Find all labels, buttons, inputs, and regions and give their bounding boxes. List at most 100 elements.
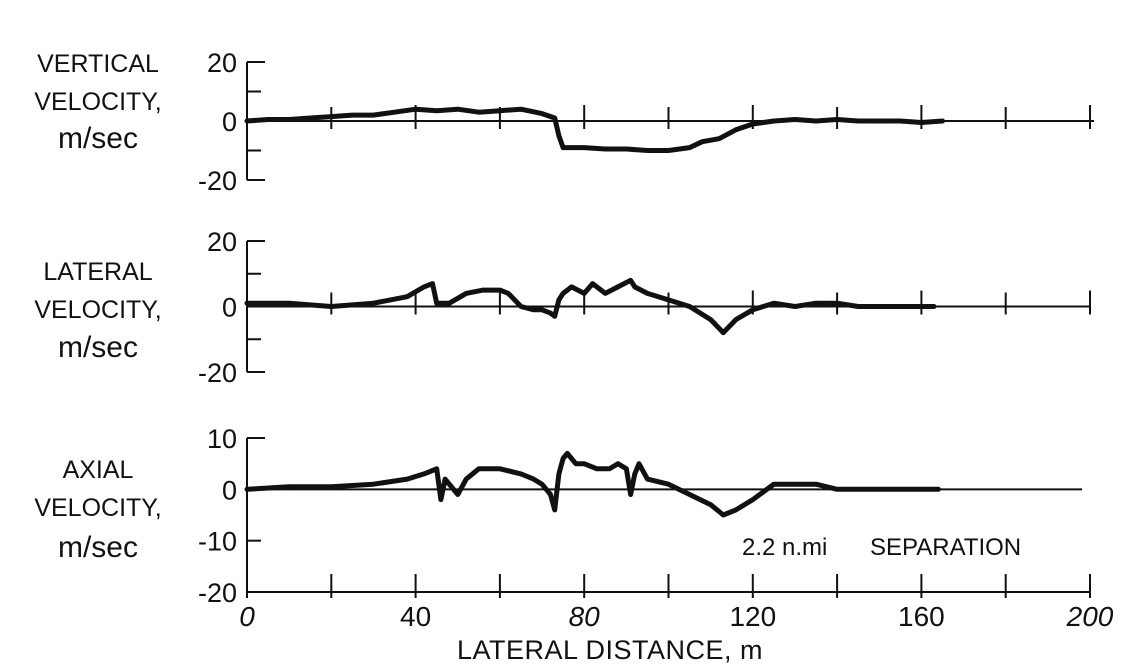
data-point xyxy=(477,467,481,471)
data-point xyxy=(435,109,439,113)
data-point xyxy=(919,121,923,124)
data-point xyxy=(308,116,312,120)
data-point xyxy=(540,482,544,486)
data-point xyxy=(245,301,249,305)
data-point xyxy=(405,477,409,481)
data-point xyxy=(439,498,443,502)
data-point xyxy=(688,493,692,496)
y-axis-label: AXIAL xyxy=(63,456,134,484)
data-point xyxy=(561,146,565,150)
separation-value: 2.2 n.mi xyxy=(742,534,827,561)
data-point xyxy=(877,305,881,308)
data-point xyxy=(549,311,552,315)
data-point xyxy=(629,493,633,496)
data-point xyxy=(414,107,418,111)
y-tick-label: 0 xyxy=(222,475,237,505)
data-point xyxy=(751,308,755,312)
data-point xyxy=(633,285,637,289)
data-point xyxy=(464,291,468,295)
data-point xyxy=(898,305,902,308)
data-point xyxy=(287,485,291,489)
data-point xyxy=(936,487,940,491)
data-point xyxy=(431,282,434,286)
data-point xyxy=(751,498,755,502)
data-point xyxy=(835,118,839,121)
data-point xyxy=(570,285,574,289)
data-point xyxy=(565,451,569,455)
data-point xyxy=(422,285,426,289)
data-point xyxy=(667,482,670,486)
data-point xyxy=(835,301,839,305)
data-point xyxy=(443,477,447,481)
data-point xyxy=(603,147,607,151)
data-point xyxy=(941,119,944,123)
y-axis-label: m/sec xyxy=(58,122,138,155)
data-point xyxy=(582,146,586,150)
y-axis-label: m/sec xyxy=(58,531,138,564)
data-point xyxy=(435,301,439,305)
data-point xyxy=(519,472,523,476)
data-point xyxy=(793,305,797,308)
data-point xyxy=(856,487,860,491)
data-point xyxy=(557,134,561,138)
data-point xyxy=(498,288,502,292)
x-tick-label: 160 xyxy=(898,601,945,632)
data-point xyxy=(582,291,586,295)
data-point xyxy=(667,298,670,302)
data-point xyxy=(700,140,704,144)
y-tick-label: -20 xyxy=(198,578,237,608)
data-point xyxy=(574,462,578,466)
data-point xyxy=(721,331,725,335)
data-point xyxy=(717,137,721,141)
data-point xyxy=(793,482,797,486)
data-point xyxy=(519,305,523,308)
data-point xyxy=(814,301,818,305)
y-tick-label: 0 xyxy=(222,107,237,137)
data-point xyxy=(456,107,460,111)
y-axis-label: VELOCITY, xyxy=(34,88,161,116)
data-point xyxy=(287,301,291,305)
data-point xyxy=(709,318,713,322)
data-point xyxy=(371,113,375,117)
data-point xyxy=(734,128,738,132)
data-point xyxy=(734,508,738,512)
data-point xyxy=(616,285,620,289)
x-tick-label: 0 xyxy=(239,601,255,632)
data-point xyxy=(329,305,333,308)
data-point xyxy=(266,118,270,121)
y-axis-label: VERTICAL xyxy=(37,50,159,78)
data-point xyxy=(595,467,599,471)
data-point xyxy=(772,482,776,486)
y-axis-label: VELOCITY, xyxy=(34,494,161,522)
data-point xyxy=(549,493,552,496)
data-point xyxy=(721,513,725,517)
data-point xyxy=(814,482,818,486)
data-point xyxy=(608,467,611,471)
data-point xyxy=(405,295,409,299)
y-tick-label: -20 xyxy=(198,358,237,388)
data-point xyxy=(393,110,396,114)
data-point xyxy=(540,112,544,116)
data-point xyxy=(633,472,637,476)
data-point xyxy=(688,305,692,308)
data-point xyxy=(532,308,536,312)
panel-1: 20 0 -20 LATERAL VELOCITY, m/sec xyxy=(34,227,1091,388)
data-point xyxy=(603,291,607,295)
data-point xyxy=(540,308,544,312)
series-line xyxy=(244,450,941,518)
data-point xyxy=(645,477,649,481)
data-point xyxy=(645,149,649,152)
data-point xyxy=(629,278,633,282)
data-point xyxy=(561,457,565,460)
data-point xyxy=(582,462,586,466)
data-point xyxy=(919,305,923,308)
data-point xyxy=(667,149,670,152)
data-point xyxy=(329,485,333,489)
data-point xyxy=(814,119,818,123)
y-tick-label: 0 xyxy=(222,293,237,323)
data-point xyxy=(637,462,641,466)
data-point xyxy=(856,305,860,308)
data-point xyxy=(616,462,620,466)
data-point xyxy=(477,110,481,114)
